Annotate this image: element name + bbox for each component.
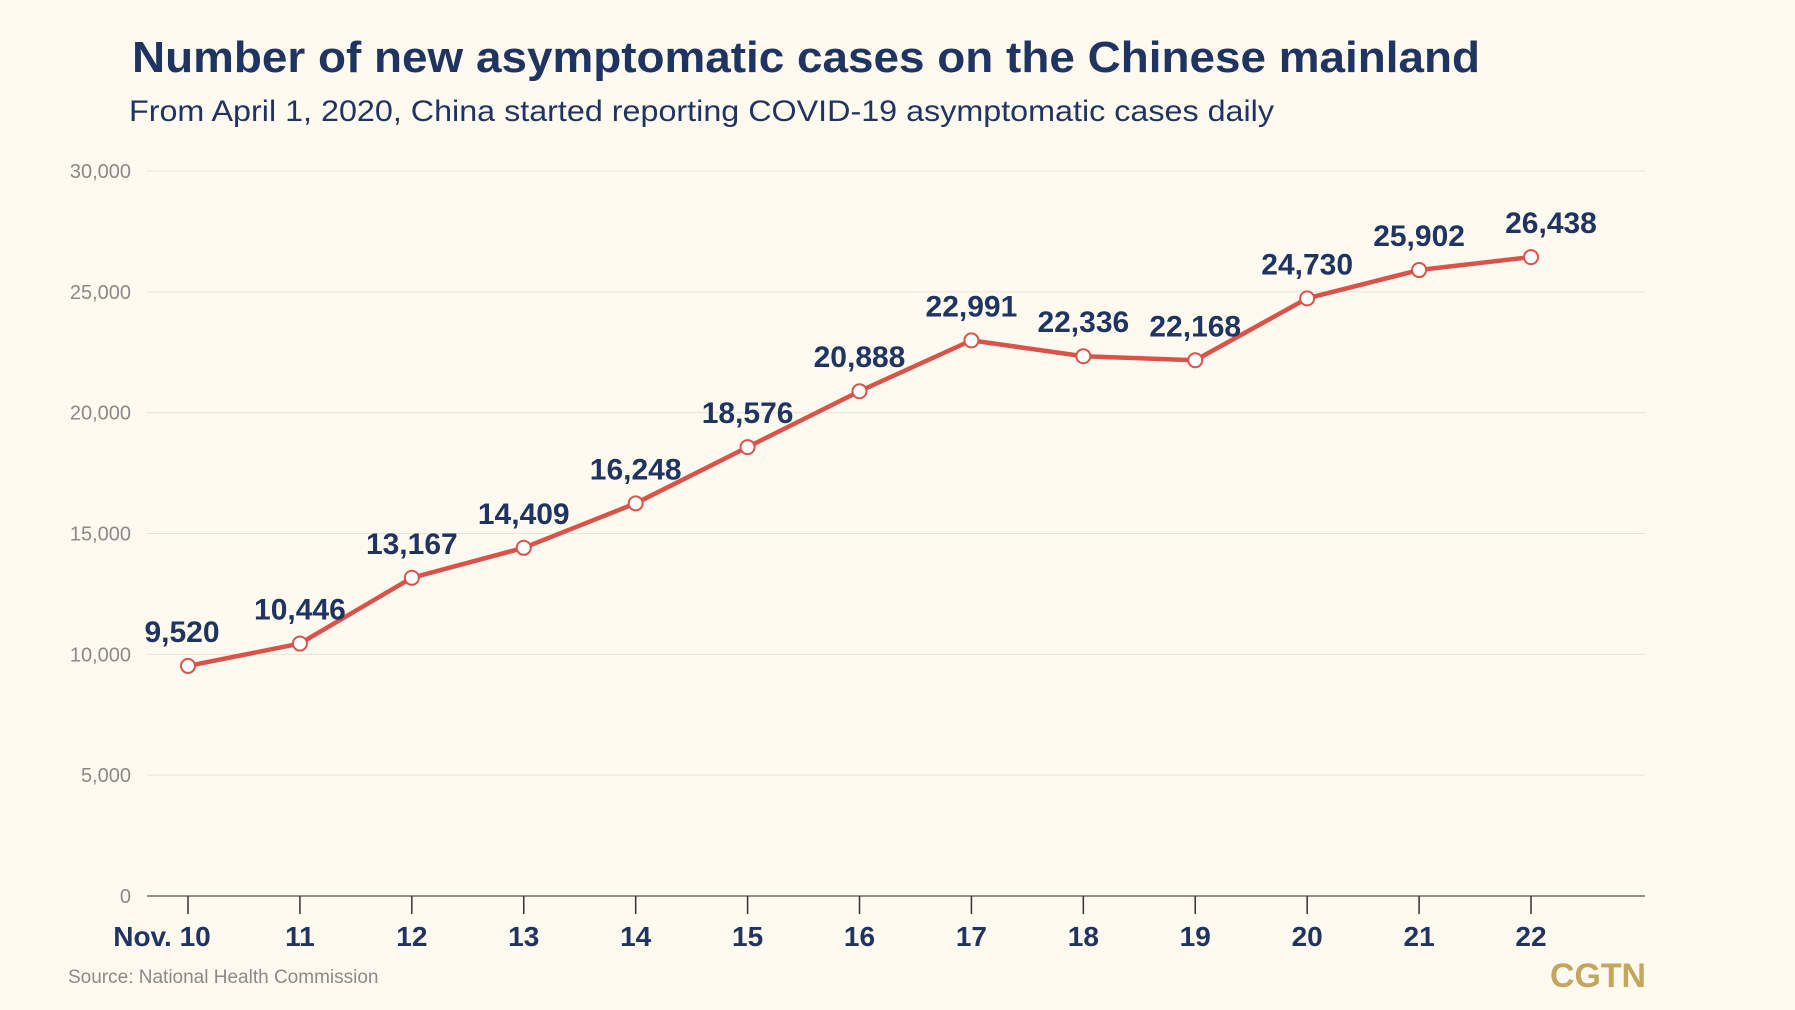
x-tick-label: 20	[1292, 921, 1323, 952]
data-label: 14,409	[478, 498, 570, 531]
cgtn-logo: CGTN	[1550, 957, 1646, 995]
y-tick-label: 5,000	[81, 765, 131, 787]
chart-title: Number of new asymptomatic cases on the …	[132, 33, 1480, 82]
data-labels: 9,520 10,446 13,167 14,409 16,248 18,576 20,88…	[144, 207, 1596, 649]
data-point	[1187, 352, 1204, 369]
data-label: 16,248	[590, 453, 682, 486]
data-point	[963, 332, 980, 349]
data-point	[1523, 249, 1539, 266]
gridlines	[147, 170, 1645, 776]
x-tick-label: 14	[620, 921, 652, 952]
x-tick-label: 11	[285, 921, 315, 952]
x-tick-label: 16	[844, 921, 875, 952]
data-label: 9,520	[144, 616, 219, 649]
data-points	[180, 249, 1539, 674]
x-tick-label: 13	[508, 921, 539, 952]
y-tick-label: 10,000	[70, 644, 131, 666]
data-label: 25,902	[1373, 220, 1465, 253]
x-tick-label: 19	[1180, 921, 1211, 952]
data-point	[1299, 290, 1316, 307]
data-point	[1075, 348, 1092, 365]
data-label: 22,991	[926, 290, 1018, 323]
source-note: Source: National Health Commission	[68, 967, 378, 988]
x-tick-label: 21	[1404, 921, 1435, 952]
y-tick-label: 15,000	[70, 524, 131, 546]
data-point	[851, 383, 868, 400]
y-tick-label: 20,000	[70, 403, 131, 425]
x-tick-label: 22	[1515, 921, 1546, 952]
data-point	[627, 495, 644, 512]
data-point	[739, 439, 756, 456]
x-tick-label: 12	[396, 921, 427, 952]
y-tick-label: 30,000	[70, 161, 131, 183]
data-point	[403, 569, 420, 586]
y-axis: 0 5,000 10,000 15,000 20,000 25,000 30,000	[70, 161, 131, 908]
x-tick-label: 15	[732, 921, 763, 952]
x-tick-label: 18	[1068, 921, 1099, 952]
chart-subtitle: From April 1, 2020, China started report…	[129, 95, 1274, 128]
data-point	[1411, 262, 1428, 279]
data-point	[291, 635, 308, 652]
data-label: 22,168	[1149, 310, 1241, 343]
x-tick-label: Nov. 10	[113, 921, 211, 952]
data-label: 22,336	[1037, 306, 1129, 339]
y-tick-label: 0	[120, 886, 131, 908]
data-label: 10,446	[254, 594, 346, 627]
data-point	[180, 657, 196, 674]
data-label: 24,730	[1261, 248, 1353, 281]
x-axis: Nov. 10 11 12 13 14 15 16 17 18 19 20 21 22	[113, 896, 1547, 952]
y-tick-label: 25,000	[70, 282, 131, 304]
x-tick-label: 17	[956, 921, 987, 952]
data-label: 20,888	[814, 341, 906, 374]
data-point	[515, 539, 532, 556]
data-label: 26,438	[1505, 207, 1597, 240]
data-label: 13,167	[366, 528, 458, 561]
data-label: 18,576	[702, 397, 794, 430]
